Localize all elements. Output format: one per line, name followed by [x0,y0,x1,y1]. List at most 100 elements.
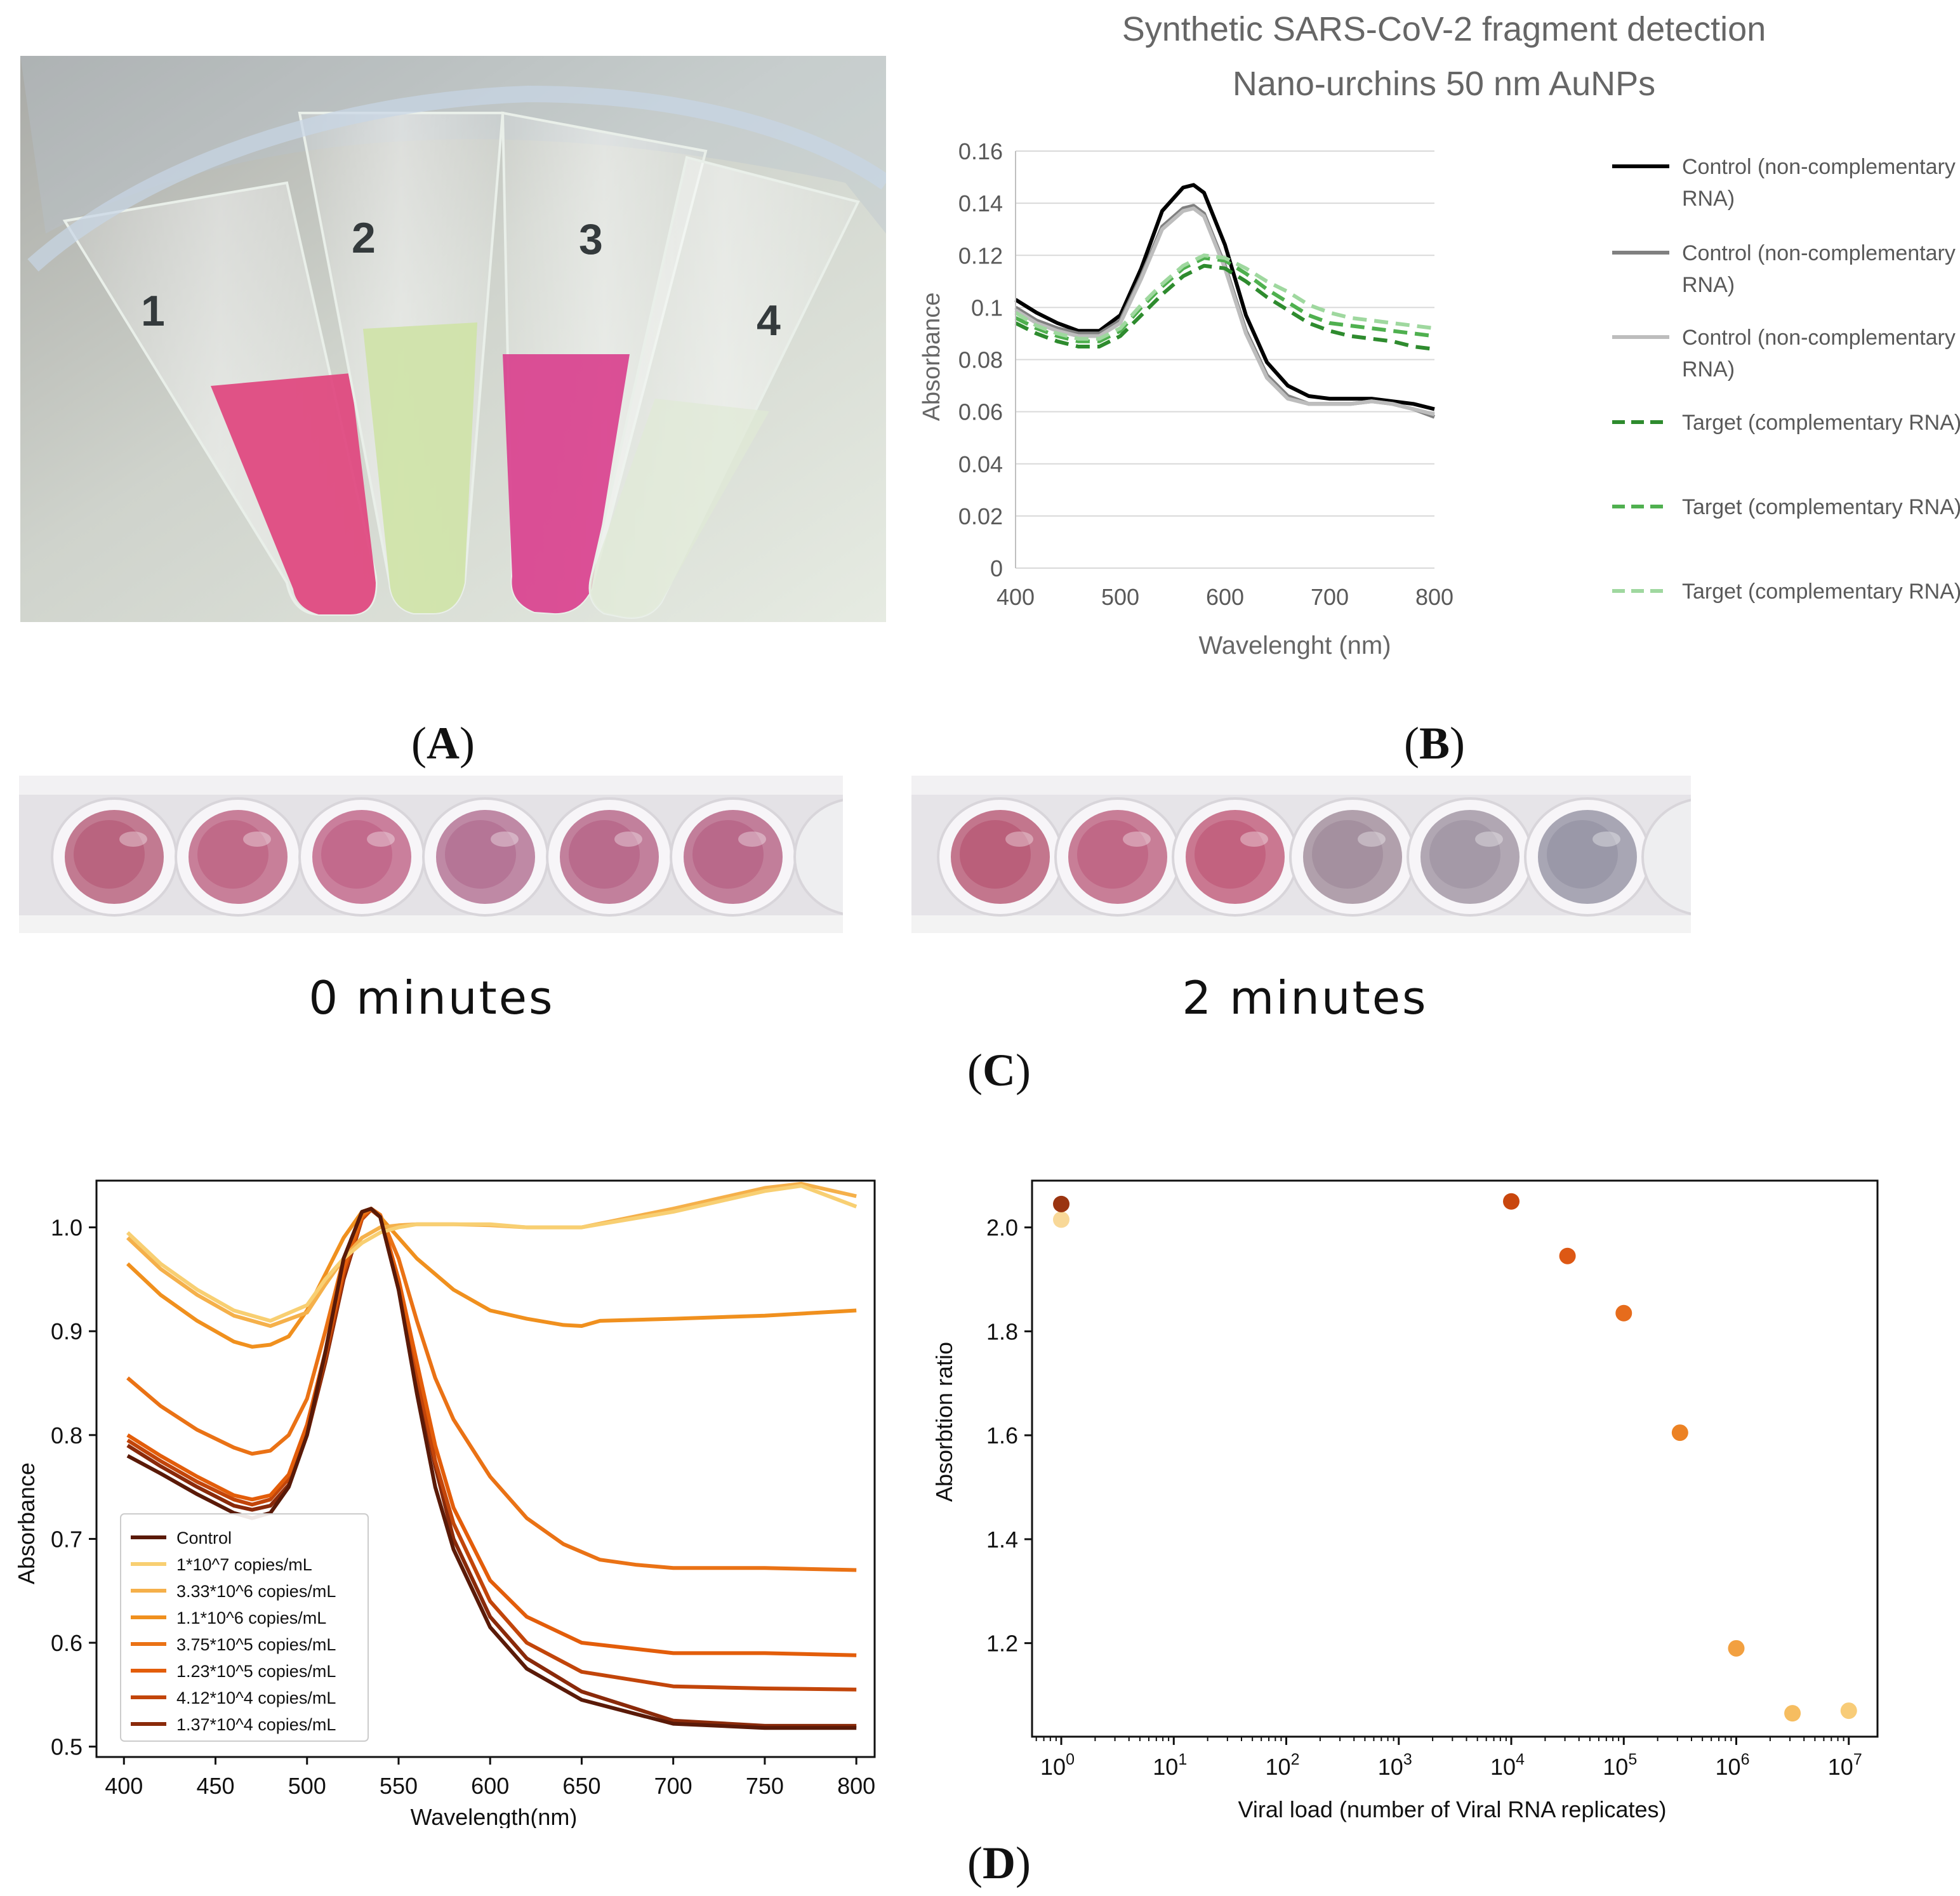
well-plate-0min [19,776,843,933]
empty-well [1641,799,1691,915]
well-2 [1054,797,1181,917]
well-4 [422,797,549,917]
tubes-illustration: 1 2 3 4 [20,56,886,622]
chart-d2-xtick-label: 102 [1266,1751,1300,1780]
chart-d2-ylabel: Absorbtion ratio [931,1342,957,1502]
chart-b-ytick-label: 0 [990,555,1003,581]
chart-d1-xtick-label: 500 [288,1773,326,1799]
chart-b-xtick-label: 800 [1415,584,1453,610]
panel-label-d: (D) [967,1838,1031,1888]
tube-1-label: 1 [141,287,165,335]
chart-d1-legend-label: 3.75*10^5 copies/mL [176,1635,336,1654]
chart-d1-legend-label: Control [176,1528,232,1548]
chart-d2-point-6 [1671,1424,1688,1442]
chart-b-legend-label: Target (complementary RNA) [1682,580,1960,604]
well-3 [1172,797,1299,917]
chart-b-ytick-label: 0.02 [958,503,1003,529]
chart-b-ytick-label: 0.16 [958,138,1003,164]
panel-label-b: (B) [1404,718,1465,769]
chart-b-series-line-4 [1014,263,1435,352]
plate-bottom-edge [911,915,1691,933]
chart-b-ytick-label: 0.12 [958,242,1003,268]
plate-bottom-edge [19,915,843,933]
chart-d1-xtick-label: 700 [654,1773,692,1799]
panel-a-photo: 1 2 3 4 [20,56,886,622]
chart-d1-xtick-label: 650 [562,1773,600,1799]
chart-b-series-line-6 [1014,253,1435,341]
tube-3-label: 3 [579,215,603,263]
chart-d1-legend-label: 1.23*10^5 copies/mL [176,1662,336,1681]
chart-d1-xtick-label: 750 [746,1773,784,1799]
well-5 [546,797,673,917]
chart-d2-ytick-label: 1.2 [986,1631,1018,1657]
chart-d1-legend-label: 3.33*10^6 copies/mL [176,1582,336,1601]
chart-d2-xtick-label: 101 [1153,1751,1187,1780]
chart-b-legend-label-cont: RNA) [1682,273,1735,297]
chart-b-subtitle: Nano-urchins 50 nm AuNPs [1233,65,1655,103]
chart-b-xtick-label: 500 [1101,584,1139,610]
chart-b-ytick-label: 0.04 [958,451,1003,477]
chart-d2-point-7 [1728,1640,1745,1657]
plate-top-edge [19,776,843,795]
chart-d2-ytick-label: 1.4 [986,1527,1018,1553]
chart-d2-point-3 [1503,1193,1520,1210]
chart-d1-ytick-label: 0.5 [51,1734,83,1760]
chart-d1-ytick-label: 0.9 [51,1318,83,1344]
tube-4-label: 4 [757,296,781,345]
well-6 [670,797,797,917]
chart-d1-legend-label: 1.37*10^4 copies/mL [176,1715,336,1734]
tube-1-liquid [211,373,376,614]
chart-b-series-line-1 [1014,183,1435,411]
chart-d-absorbance: 0.5 0.6 0.7 0.8 0.9 1.0 400 450 500 550 600 650 700 7… [13,1179,876,1828]
chart-b-ytick-label: 0.1 [971,295,1003,321]
chart-d2-frame [1031,1179,1879,1738]
chart-b-xtick-label: 700 [1311,584,1349,610]
caption-0-minutes: 0 minutes [308,971,555,1024]
chart-b-legend-label: Control (non-complementary [1682,155,1956,179]
panel-label-a: (A) [411,718,475,769]
well-plate-2min [911,776,1691,933]
chart-d2-xlabel: Viral load (number of Viral RNA replicat… [1238,1796,1667,1822]
chart-d1-series-line-3 [126,1181,857,1328]
plate-top-edge [911,776,1691,795]
chart-d1-legend-label: 1.1*10^6 copies/mL [176,1608,326,1628]
chart-b-xlabel: Wavelenght (nm) [1198,632,1391,660]
chart-b-xtick-label: 600 [1206,584,1244,610]
chart-d2-ytick-label: 2.0 [986,1215,1018,1241]
well-2 [175,797,301,917]
chart-d1-ytick-label: 0.7 [51,1526,83,1552]
chart-d1-legend-label: 4.12*10^4 copies/mL [176,1688,336,1707]
chart-d1-ytick-label: 1.0 [51,1215,83,1241]
chart-b-legend-label: Control (non-complementary [1682,241,1956,265]
chart-d1-ylabel: Absorbance [13,1462,39,1584]
chart-b-ytick-label: 0.06 [958,399,1003,425]
chart-d2-ytick-label: 1.6 [986,1422,1018,1449]
chart-b-legend-label: Target (complementary RNA) [1682,495,1960,519]
chart-d1-ytick-label: 0.6 [51,1630,83,1656]
chart-d2-xtick-label: 100 [1040,1751,1075,1780]
chart-b-series-line-3 [1014,206,1435,416]
chart-d2-xtick-label: 105 [1603,1751,1637,1780]
chart-d2-ytick-label: 1.8 [986,1318,1018,1344]
tube-4-liquid [590,399,769,618]
chart-d1-frame [95,1179,876,1758]
chart-d1-series-line-2 [126,1184,858,1323]
chart-d1-xtick-label: 800 [837,1773,875,1799]
chart-b-ylabel: Absorbance [918,293,945,421]
well-3 [298,797,425,917]
chart-b-legend-label-cont: RNA) [1682,187,1735,211]
caption-2-minutes: 2 minutes [1182,971,1428,1024]
chart-b-ytick-label: 0.14 [958,190,1003,216]
chart-d1-ytick-label: 0.8 [51,1422,83,1449]
chart-d1-series-line-4 [126,1207,857,1349]
well-4 [1289,797,1416,917]
chart-b-ytick-label: 0.08 [958,347,1003,373]
chart-b-legend-label: Control (non-complementary [1682,326,1956,350]
well-1 [937,797,1064,917]
chart-b-series-line-5 [1014,256,1435,343]
panel-label-c: (C) [967,1045,1031,1096]
chart-d2-xtick-label: 104 [1490,1751,1525,1780]
chart-d1-legend-label: 1*10^7 copies/mL [176,1555,312,1574]
well-1 [51,797,178,917]
chart-d2-point-4 [1559,1247,1576,1264]
